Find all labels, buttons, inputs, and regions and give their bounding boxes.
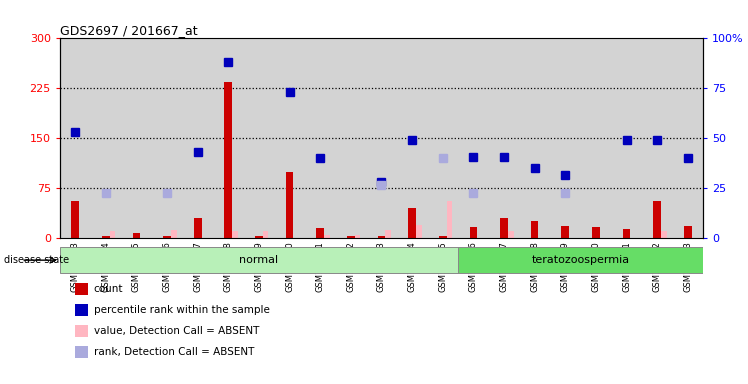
Bar xyxy=(244,38,275,238)
Text: value, Detection Call = ABSENT: value, Detection Call = ABSENT xyxy=(94,326,259,336)
Bar xyxy=(611,38,642,238)
Bar xyxy=(132,233,140,238)
Bar xyxy=(408,208,416,238)
Bar xyxy=(458,247,703,273)
Text: percentile rank within the sample: percentile rank within the sample xyxy=(94,305,269,315)
Bar xyxy=(60,38,91,238)
Bar xyxy=(622,229,631,238)
Bar xyxy=(470,227,477,238)
Text: teratozoospermia: teratozoospermia xyxy=(532,255,630,265)
Bar xyxy=(336,38,367,238)
Text: rank, Detection Call = ABSENT: rank, Detection Call = ABSENT xyxy=(94,347,254,357)
Bar xyxy=(439,236,447,238)
Bar xyxy=(60,247,458,273)
Bar xyxy=(233,232,238,238)
Bar xyxy=(275,38,305,238)
Text: disease state: disease state xyxy=(4,255,69,265)
Bar xyxy=(110,232,115,238)
Bar xyxy=(121,38,152,238)
Bar xyxy=(447,202,453,238)
Bar xyxy=(367,38,396,238)
Bar xyxy=(580,38,611,238)
Bar xyxy=(102,236,110,238)
Bar xyxy=(592,227,600,238)
Bar xyxy=(305,38,336,238)
Bar xyxy=(316,228,324,238)
Bar xyxy=(396,38,427,238)
Bar xyxy=(458,38,488,238)
Bar xyxy=(324,235,330,238)
Bar xyxy=(508,232,514,238)
Bar xyxy=(672,38,703,238)
Bar xyxy=(416,225,422,238)
Bar xyxy=(194,218,201,238)
Bar xyxy=(263,232,269,238)
Bar xyxy=(224,82,232,238)
Bar xyxy=(661,232,666,238)
Text: count: count xyxy=(94,284,123,294)
Bar xyxy=(385,230,391,238)
Bar xyxy=(378,236,385,238)
Bar xyxy=(642,38,672,238)
Text: normal: normal xyxy=(239,255,278,265)
Bar xyxy=(427,38,458,238)
Bar xyxy=(488,38,519,238)
Bar xyxy=(550,38,580,238)
Bar xyxy=(213,38,244,238)
Bar xyxy=(531,222,539,238)
Bar xyxy=(152,38,183,238)
Bar xyxy=(255,236,263,238)
Bar xyxy=(355,235,361,238)
Bar xyxy=(163,236,171,238)
Bar xyxy=(653,202,661,238)
Text: GDS2697 / 201667_at: GDS2697 / 201667_at xyxy=(60,24,197,37)
Bar xyxy=(183,38,213,238)
Bar xyxy=(71,202,79,238)
Bar xyxy=(171,230,177,238)
Bar xyxy=(519,38,550,238)
Bar xyxy=(91,38,121,238)
Bar xyxy=(347,236,355,238)
Bar xyxy=(500,218,508,238)
Bar xyxy=(562,226,569,238)
Bar xyxy=(286,172,293,238)
Bar xyxy=(684,226,692,238)
